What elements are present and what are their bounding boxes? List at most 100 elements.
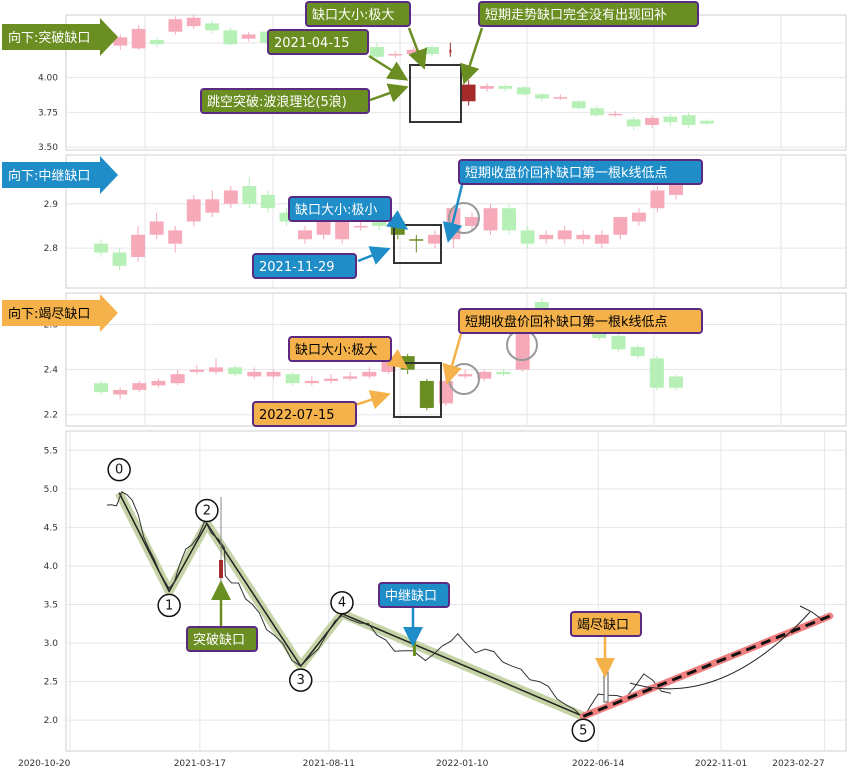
main-runaway-label: 中继缺口 [385, 589, 437, 604]
breakaway-candle [388, 51, 403, 59]
runaway-candle [409, 234, 424, 253]
exhaustion-tag: 向下:竭尽缺口 [2, 294, 118, 332]
price-line [106, 491, 672, 720]
runaway-candle [223, 186, 238, 209]
exhaustion-candle [189, 365, 204, 375]
breakaway-candle [461, 80, 476, 106]
wave-labels: 0 1 2 3 4 5 [107, 457, 596, 743]
runaway-y-tick-0: 2.9 [44, 200, 59, 210]
runaway-y-tick-1: 2.8 [44, 244, 59, 254]
wave-label-1: 1 [157, 593, 181, 618]
exhaustion-candle [247, 367, 262, 379]
projection-tip [799, 605, 821, 619]
runaway-candle [112, 248, 127, 271]
runaway-candle [205, 190, 220, 218]
breakaway-candle [663, 113, 678, 127]
arrow-date-1 [368, 54, 409, 81]
runaway-panel: 2.9 2.8 [44, 154, 847, 289]
runaway-fill-circle [448, 202, 480, 234]
runaway-candle [650, 186, 665, 213]
runaway-size-label: 缺口大小:极小 [295, 203, 377, 218]
exhaustion-tag-text: 向下:竭尽缺口 [8, 306, 90, 322]
breakaway-candle [590, 105, 604, 117]
breakaway-y-tick-1: 4.00 [38, 74, 58, 84]
arrow-filled-2 [442, 184, 464, 243]
exhaustion-candle [304, 376, 319, 386]
exhaustion-candle [419, 378, 434, 411]
main-wave-panel: 5.5 5.0 4.5 4.0 3.5 3.0 2.5 2.0 2020-10-20 2021-… [18, 430, 847, 769]
arrow-size-1 [407, 27, 428, 70]
wave-label-text-1: 1 [165, 598, 173, 613]
main-grid [66, 431, 846, 751]
breakaway-candle [131, 24, 146, 50]
main-x-tick-3: 2022-01-10 [436, 759, 489, 769]
wave-label-text-2: 2 [203, 504, 211, 519]
runaway-tag: 向下:中继缺口 [2, 156, 118, 194]
breakaway-candle [168, 16, 183, 35]
annotation-arrows [211, 27, 615, 678]
runaway-candle [168, 225, 183, 253]
main-y-tick-3: 4.0 [44, 562, 59, 572]
exhaustion-panel: 2.62.42.2 [44, 292, 847, 427]
runaway-candle [186, 194, 201, 226]
exhaustion-candle [611, 333, 626, 352]
runaway-candle [94, 239, 108, 257]
breakaway-candles [95, 15, 714, 131]
runaway-candle [149, 212, 164, 240]
arrow-never-filled [460, 27, 484, 85]
exhaustion-candle [458, 369, 473, 379]
breakaway-candle [150, 37, 164, 48]
price-series [106, 491, 672, 720]
main-y-ticks: 5.5 5.0 4.5 4.0 3.5 3.0 2.5 2.0 [44, 446, 59, 726]
wave-label-text-3: 3 [297, 673, 305, 688]
breakaway-candle [700, 119, 714, 125]
main-x-tick-6: 2023-02-27 [772, 759, 824, 769]
exhaustion-y-tick-2: 2.2 [44, 411, 58, 421]
breakaway-candle [480, 83, 494, 92]
wave-label-text-4: 4 [338, 596, 346, 611]
runaway-candle [520, 225, 535, 249]
breakaway-panel: 4.254.003.753.50 [38, 14, 847, 153]
runaway-y-ticks: 2.9 2.8 [44, 200, 59, 254]
exhaustion-candle [649, 356, 664, 390]
main-y-tick-1: 5.0 [44, 485, 59, 495]
breakaway-size-label: 缺口大小:极大 [312, 8, 394, 23]
breakaway-candle [681, 112, 696, 128]
breakaway-candle [113, 34, 128, 50]
annotation-boxes: 缺口大小:极大 短期走势缺口完全没有出现回补 2021-04-15 跳空突破:波… [186, 1, 703, 652]
exhaustion-candle [496, 369, 511, 377]
exhaustion-y-tick-1: 2.4 [44, 366, 59, 376]
trend-dashed [582, 614, 831, 718]
arrow-date-3 [354, 390, 391, 410]
exhaustion-candle [285, 371, 300, 386]
arrow-theory [369, 83, 409, 103]
exhaustion-y-ticks: 2.62.42.2 [44, 321, 59, 421]
exhaustion-candle [170, 369, 185, 386]
runaway-gap-candle [413, 640, 416, 656]
breakaway-candle [535, 92, 549, 102]
breakaway-candle [608, 111, 623, 117]
breakaway-gap-candle [219, 560, 223, 578]
breakaway-y-tick-3: 3.50 [38, 143, 58, 153]
exhaustion-date-label: 2022-07-15 [259, 408, 335, 423]
runaway-candle [539, 230, 554, 244]
breakaway-candle [205, 20, 219, 34]
exhaustion-candle [228, 365, 243, 377]
main-y-tick-7: 2.0 [44, 716, 59, 726]
breakaway-candle [553, 94, 568, 100]
exhaustion-candle [362, 367, 377, 379]
exhaustion-candle [669, 374, 683, 390]
main-panel-frame [65, 430, 847, 752]
breakaway-panel-frame [65, 14, 847, 151]
breakaway-candle [186, 15, 201, 29]
breakaway-gap-box [409, 64, 462, 123]
breakaway-candle [498, 84, 513, 92]
runaway-candle [427, 230, 442, 249]
runaway-candle [242, 177, 257, 209]
exhaustion-candle [132, 380, 147, 393]
breakaway-candle [516, 85, 531, 96]
main-x-tick-0: 2020-10-20 [18, 759, 71, 769]
exhaustion-gap-box [393, 362, 442, 418]
exhaustion-candle [324, 374, 338, 384]
